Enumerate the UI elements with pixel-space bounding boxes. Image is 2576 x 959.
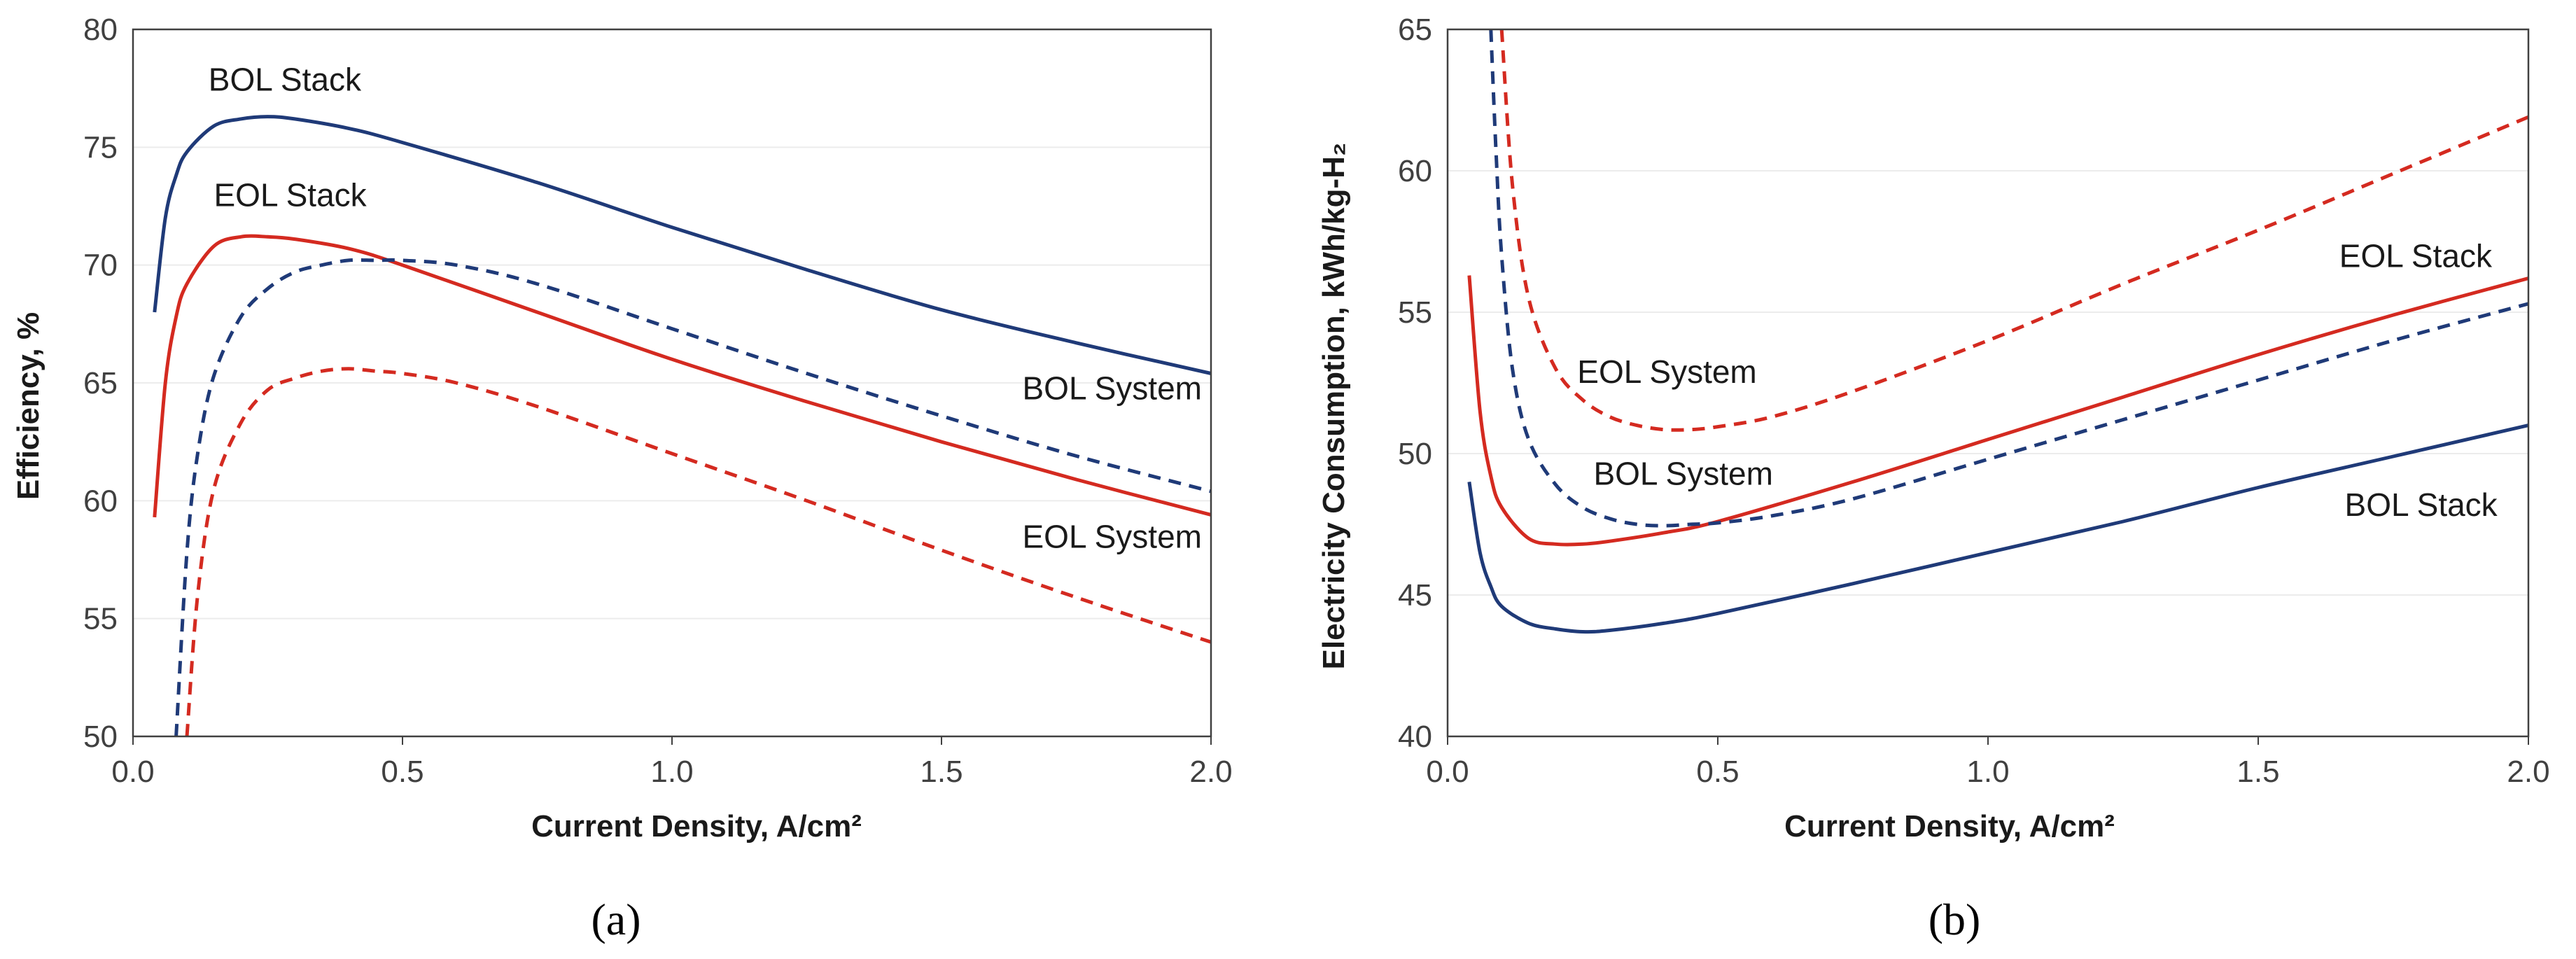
- electricity-consumption-chart: 40 45 50 55 60 65 0.0 0.5 1.0 1.5 2.0 EOL Stack EOL…: [1317, 13, 2550, 944]
- series-line-bol-system-dashed: [174, 258, 1211, 736]
- x-tick-label: 1.0: [1966, 755, 2009, 789]
- series-line-eol-system-dashed: [185, 367, 1211, 736]
- series-line-eol-system-dashed: [1499, 29, 2528, 432]
- efficiency-chart: 50 55 60 65 70 75 80 0.0 0.5 1.0 1.5 2.0 BOL Stack E…: [11, 13, 1233, 944]
- series-label-eol-stack: EOL Stack: [214, 177, 368, 214]
- y-tick-label: 50: [83, 720, 118, 754]
- series-label-bol-system: BOL System: [1023, 370, 1202, 407]
- x-tick-label: 2.0: [2507, 755, 2549, 789]
- series-label-bol-system: BOL System: [1593, 455, 1772, 491]
- x-axis-title: Current Density, A/cm²: [531, 809, 862, 844]
- chart-panel-b: 40 45 50 55 60 65 0.0 0.5 1.0 1.5 2.0 EOL Stack EOL…: [1288, 0, 2576, 959]
- x-tick-label: 1.0: [650, 755, 693, 789]
- series-line-bol-system-dashed: [1489, 29, 2528, 528]
- x-tick-label: 0.0: [1426, 755, 1469, 789]
- y-tick-label: 65: [83, 366, 118, 400]
- y-tick-label: 60: [1398, 154, 1432, 188]
- x-axis-title: Current Density, A/cm²: [1784, 809, 2115, 844]
- x-tick-label: 1.5: [2236, 755, 2279, 789]
- panel-label-a: (a): [591, 895, 640, 944]
- y-tick-label: 55: [83, 602, 118, 636]
- series-label-eol-system: EOL System: [1023, 519, 1202, 555]
- series-label-eol-system: EOL System: [1577, 354, 1756, 390]
- series-line-bol-stack-solid: [153, 115, 1211, 375]
- y-tick-label: 60: [83, 484, 118, 518]
- y-tick-label: 45: [1398, 578, 1432, 612]
- y-tick-label: 70: [83, 248, 118, 283]
- y-axis-title: Electricity Consumption, kWh/kg-H₂: [1317, 143, 1351, 670]
- series-line-bol-stack-solid: [1467, 424, 2528, 634]
- chart-panel-a: 50 55 60 65 70 75 80 0.0 0.5 1.0 1.5 2.0 BOL Stack E…: [11, 13, 1233, 944]
- series-label-bol-stack: BOL Stack: [209, 62, 362, 98]
- series-line-eol-stack-solid: [153, 234, 1211, 518]
- series-label-eol-stack: EOL Stack: [2339, 237, 2493, 274]
- x-tick-label: 0.5: [381, 755, 424, 789]
- y-tick-label: 50: [1398, 437, 1432, 471]
- y-tick-label: 65: [1398, 13, 1432, 47]
- series-label-bol-stack: BOL Stack: [2345, 486, 2498, 523]
- y-tick-label: 80: [83, 13, 118, 47]
- y-tick-label: 55: [1398, 295, 1432, 330]
- y-axis-title: Efficiency, %: [11, 312, 46, 500]
- x-tick-label: 1.5: [920, 755, 962, 789]
- y-tick-label: 40: [1398, 720, 1432, 754]
- panel-label-b: (b): [1928, 895, 1981, 944]
- y-tick-label: 75: [83, 130, 118, 164]
- x-tick-label: 2.0: [1189, 755, 1232, 789]
- x-tick-label: 0.5: [1696, 755, 1739, 789]
- x-tick-label: 0.0: [111, 755, 154, 789]
